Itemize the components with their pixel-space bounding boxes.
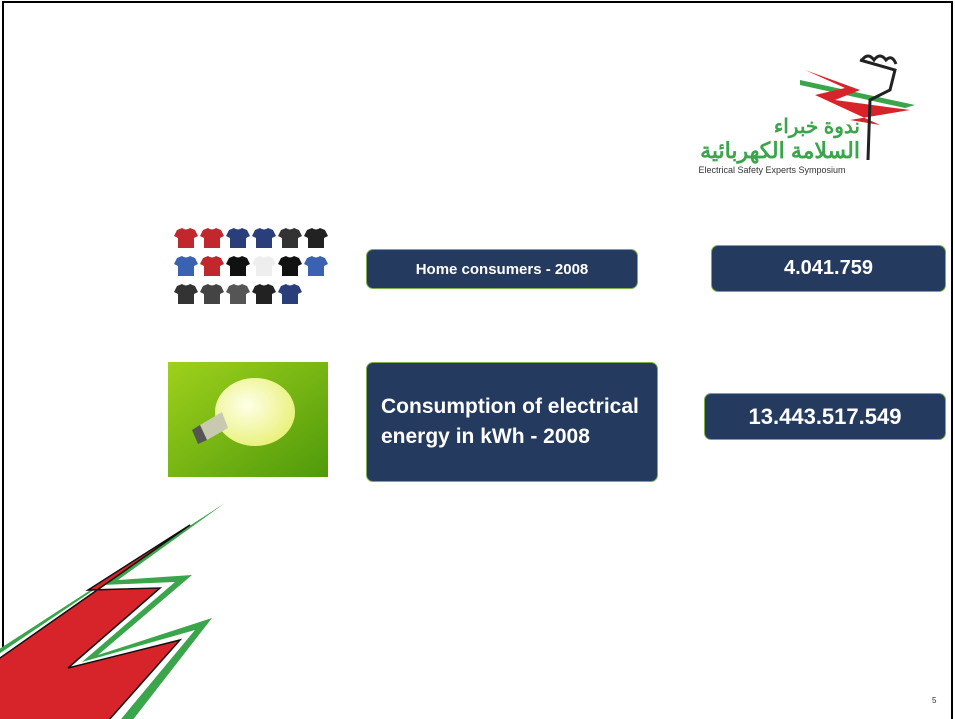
logo-icon <box>800 54 915 161</box>
value-text: 13.443.517.549 <box>748 403 902 429</box>
logo-arabic-1: ندوة خبراء <box>774 116 860 139</box>
page-number: 5 <box>932 696 937 705</box>
lightning-bolt <box>0 503 225 719</box>
value-box: 13.443.517.549 <box>704 393 946 440</box>
logo-arabic-2: السلامة الكهربائية <box>700 138 860 164</box>
logo-english: Electrical Safety Experts Symposium <box>698 165 845 175</box>
label-box: Consumption of electrical energy in kWh … <box>366 362 658 482</box>
label-text: Consumption of electrical energy in kWh … <box>381 395 639 448</box>
shirts-image <box>174 228 328 304</box>
value-box: 4.041.759 <box>711 245 946 292</box>
label-text: Home consumers - 2008 <box>415 260 589 278</box>
bulb-image <box>168 362 328 477</box>
value-text: 4.041.759 <box>784 257 873 279</box>
label-box: Home consumers - 2008 <box>366 249 638 289</box>
